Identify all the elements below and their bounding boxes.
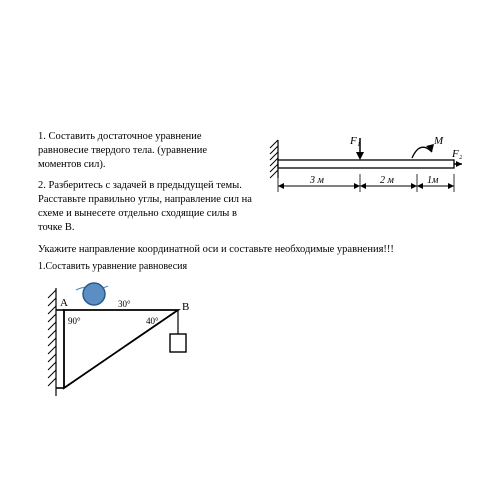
angle-top: 30° (118, 299, 131, 309)
document-page: 1. Составить достаточное уравнение равно… (38, 130, 462, 411)
angle-left: 90° (68, 316, 81, 326)
label-m: M (433, 135, 444, 147)
problem-1-number: 1. (38, 131, 46, 142)
weight-block (170, 334, 186, 352)
ball-icon (83, 283, 105, 305)
instruction-text: Укажите направление координатной оси и с… (38, 243, 462, 257)
force-f1: F₁ (349, 135, 364, 160)
moment-m: M (412, 135, 444, 158)
label-f1: F₁ (349, 135, 361, 147)
label-a: A (60, 297, 68, 309)
problem-1: 1. Составить достаточное уравнение равно… (38, 130, 252, 173)
left-wall-hatch (48, 290, 56, 386)
triangle-diagram: A B 30° 90° 40° (38, 276, 228, 406)
triangle-shape (64, 310, 178, 388)
problem-2: 2. Разберитесь с задачей в предыдущей те… (38, 179, 252, 236)
angle-right: 40° (146, 316, 159, 326)
dim-1: 3 м (309, 175, 325, 186)
problem-2-text: Разберитесь с задачей в предыдущей темы.… (38, 180, 252, 234)
dim-3: 1м (427, 175, 439, 186)
label-b: B (182, 301, 189, 313)
wall-hatch (270, 140, 278, 178)
sub-problem-title: 1.Составить уравнение равновесия (38, 261, 462, 272)
beam-diagram: F₁ M F₂ 3 (262, 130, 462, 202)
problem-2-number: 2. (38, 180, 46, 191)
problems-text: 1. Составить достаточное уравнение равно… (38, 130, 252, 241)
dim-2: 2 м (380, 175, 395, 186)
dimensions: 3 м 2 м 1м (278, 174, 454, 192)
top-row: 1. Составить достаточное уравнение равно… (38, 130, 462, 241)
label-f2: F₂ (451, 148, 462, 160)
problem-1-text: Составить достаточное уравнение равновес… (38, 131, 207, 170)
beam-body (278, 160, 454, 168)
